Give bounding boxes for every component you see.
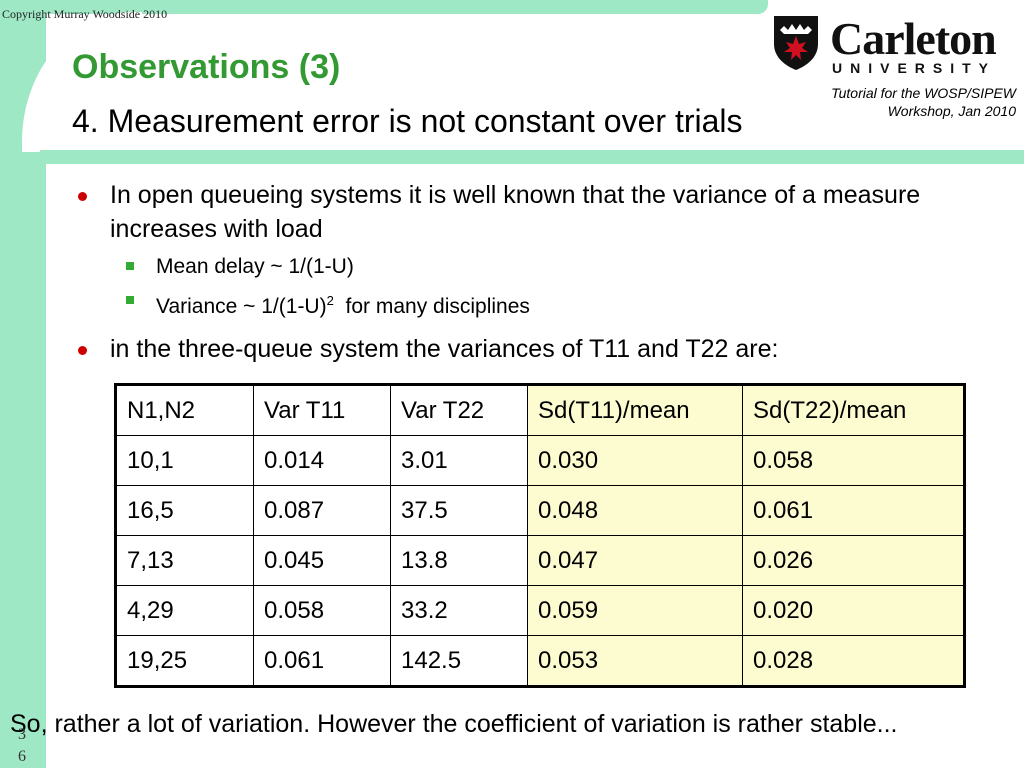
bullet-list: In open queueing systems it is well know… — [72, 178, 972, 370]
page-number-digit: 6 — [18, 748, 26, 765]
table-cell: 7,13 — [115, 535, 254, 586]
table-cell: 0.048 — [527, 485, 743, 536]
table-cell: 16,5 — [115, 485, 254, 536]
table-cell: 33.2 — [390, 585, 528, 636]
page-number-digit: 3 — [18, 726, 26, 743]
table-row: 16,5 0.087 37.5 0.048 0.061 — [115, 485, 965, 536]
slide-title: Observations (3) — [72, 48, 341, 86]
table-cell: 0.020 — [742, 585, 965, 636]
table-cell: 13.8 — [390, 535, 528, 586]
bullet-dot-icon — [78, 346, 87, 355]
logo-wordmark: Carleton — [830, 13, 997, 64]
sub-bullet-tail: for many disciplines — [333, 295, 530, 318]
table-row: 19,25 0.061 142.5 0.053 0.028 — [115, 635, 965, 687]
table-header-cell: Var T22 — [390, 384, 528, 436]
page-number: 3 6 — [16, 724, 28, 768]
footer-text: So, rather a lot of variation. However t… — [10, 710, 898, 738]
decor-top-band — [0, 0, 768, 14]
table-cell: 142.5 — [390, 635, 528, 687]
table-cell: 0.061 — [253, 635, 391, 687]
table-row: 4,29 0.058 33.2 0.059 0.020 — [115, 585, 965, 636]
table-cell: 10,1 — [115, 435, 254, 486]
table-cell: 0.028 — [742, 635, 965, 687]
sub-bullet-exponent: 2 — [326, 293, 334, 308]
table-header-cell: Var T11 — [253, 384, 391, 436]
bullet-text: In open queueing systems it is well know… — [110, 181, 921, 243]
tutorial-line-1: Tutorial for the WOSP/SIPEW — [831, 85, 1016, 101]
tutorial-note: Tutorial for the WOSP/SIPEW Workshop, Ja… — [776, 84, 1016, 120]
table-cell: 0.058 — [742, 435, 965, 486]
bullet-dot-icon — [78, 192, 87, 201]
sub-bullet-item: Mean delay ~ 1/(1-U) — [72, 250, 972, 284]
table-cell: 4,29 — [115, 585, 254, 636]
tutorial-line-2: Workshop, Jan 2010 — [887, 103, 1016, 119]
table-cell: 0.059 — [527, 585, 743, 636]
table-header-cell: Sd(T11)/mean — [527, 384, 743, 436]
table-row: 10,1 0.014 3.01 0.030 0.058 — [115, 435, 965, 486]
bullet-item: in the three-queue system the variances … — [72, 332, 972, 366]
decor-header-rule — [40, 150, 1024, 164]
table-cell: 0.014 — [253, 435, 391, 486]
bullet-text: in the three-queue system the variances … — [110, 335, 779, 363]
table-cell: 3.01 — [390, 435, 528, 486]
table-cell: 0.053 — [527, 635, 743, 687]
university-logo: Carleton UNIVERSITY — [768, 10, 1000, 80]
shield-icon — [774, 16, 818, 70]
sub-bullet-text: Mean delay ~ 1/(1-U) — [156, 255, 354, 278]
table-cell: 0.030 — [527, 435, 743, 486]
table-header-cell: N1,N2 — [115, 384, 254, 436]
bullet-square-icon — [126, 262, 134, 270]
sub-bullet-item: Variance ~ 1/(1-U)2 for many disciplines — [72, 284, 972, 324]
bullet-square-icon — [126, 296, 134, 304]
table-header-cell: Sd(T22)/mean — [742, 384, 965, 436]
table-cell: 0.058 — [253, 585, 391, 636]
table-cell: 0.061 — [742, 485, 965, 536]
table-cell: 19,25 — [115, 635, 254, 687]
bullet-item: In open queueing systems it is well know… — [72, 178, 972, 246]
logo-university: UNIVERSITY — [832, 60, 997, 76]
table-row: 7,13 0.045 13.8 0.047 0.026 — [115, 535, 965, 586]
table-header-row: N1,N2 Var T11 Var T22 Sd(T11)/mean Sd(T2… — [115, 384, 965, 436]
slide-subtitle: 4. Measurement error is not constant ove… — [72, 103, 743, 139]
table-cell: 0.087 — [253, 485, 391, 536]
sub-bullet-text: Variance ~ 1/(1-U) — [156, 295, 327, 318]
table-cell: 0.047 — [527, 535, 743, 586]
table-cell: 37.5 — [390, 485, 528, 536]
copyright-text: Copyright Murray Woodside 2010 — [2, 7, 168, 21]
table-cell: 0.026 — [742, 535, 965, 586]
table-cell: 0.045 — [253, 535, 391, 586]
variance-table: N1,N2 Var T11 Var T22 Sd(T11)/mean Sd(T2… — [114, 383, 966, 688]
